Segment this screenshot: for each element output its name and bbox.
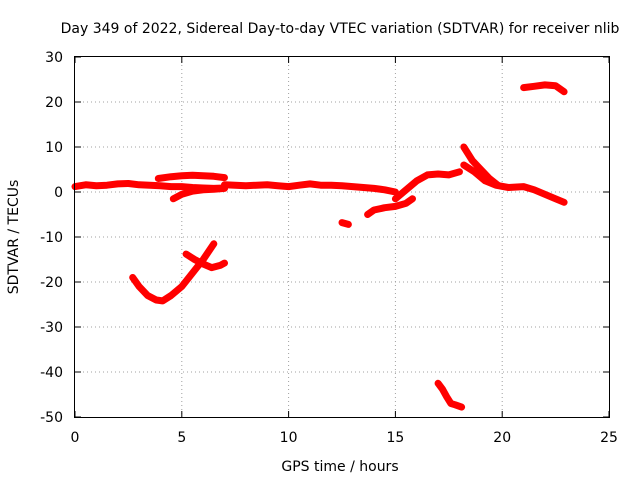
y-tick-label: 0 — [54, 185, 63, 201]
x-tick-label: 0 — [71, 430, 80, 446]
x-axis-label: GPS time / hours — [281, 459, 398, 475]
series-arc-rise-15-18 — [391, 168, 463, 203]
series-arc-top-21-23 — [520, 81, 568, 96]
y-tick-label: -10 — [40, 230, 63, 246]
series-arc-v-3-7 — [129, 240, 218, 305]
series-arc-cross-5-7 — [182, 250, 228, 272]
data-series — [71, 81, 568, 411]
series-arc-upper-4-7 — [154, 171, 228, 182]
plot-frame — [74, 56, 610, 418]
y-axis-label: SDTVAR / TECUs — [6, 180, 22, 295]
x-tick-label: 15 — [386, 430, 404, 446]
series-arc-low-5-7 — [169, 184, 228, 203]
y-tick-label: 10 — [45, 140, 63, 156]
y-tick-label: -50 — [40, 410, 63, 426]
series-arc-dot-12-13 — [338, 219, 352, 228]
series-arc-mid-7-15 — [221, 180, 399, 196]
series-arc-tail-18-23 — [460, 161, 568, 206]
chart-title: Day 349 of 2022, Sidereal Day-to-day VTE… — [61, 21, 620, 37]
axis-ticks: 0 5 10 15 20 25 -50 -40 -30 -20 -10 0 10 20 30 — [40, 50, 618, 446]
x-tick-label: 5 — [177, 430, 186, 446]
series-arc-bottom-17-18 — [434, 379, 466, 411]
y-tick-label: -20 — [40, 275, 63, 291]
y-tick-label: 20 — [45, 95, 63, 111]
series-arc-dip-14-16 — [364, 195, 416, 218]
x-tick-label: 25 — [600, 430, 618, 446]
grid-lines — [75, 57, 609, 417]
y-tick-label: -30 — [40, 320, 63, 336]
x-tick-label: 20 — [493, 430, 511, 446]
y-tick-label: 30 — [45, 50, 63, 66]
x-tick-label: 10 — [280, 430, 298, 446]
y-tick-label: -40 — [40, 365, 63, 381]
